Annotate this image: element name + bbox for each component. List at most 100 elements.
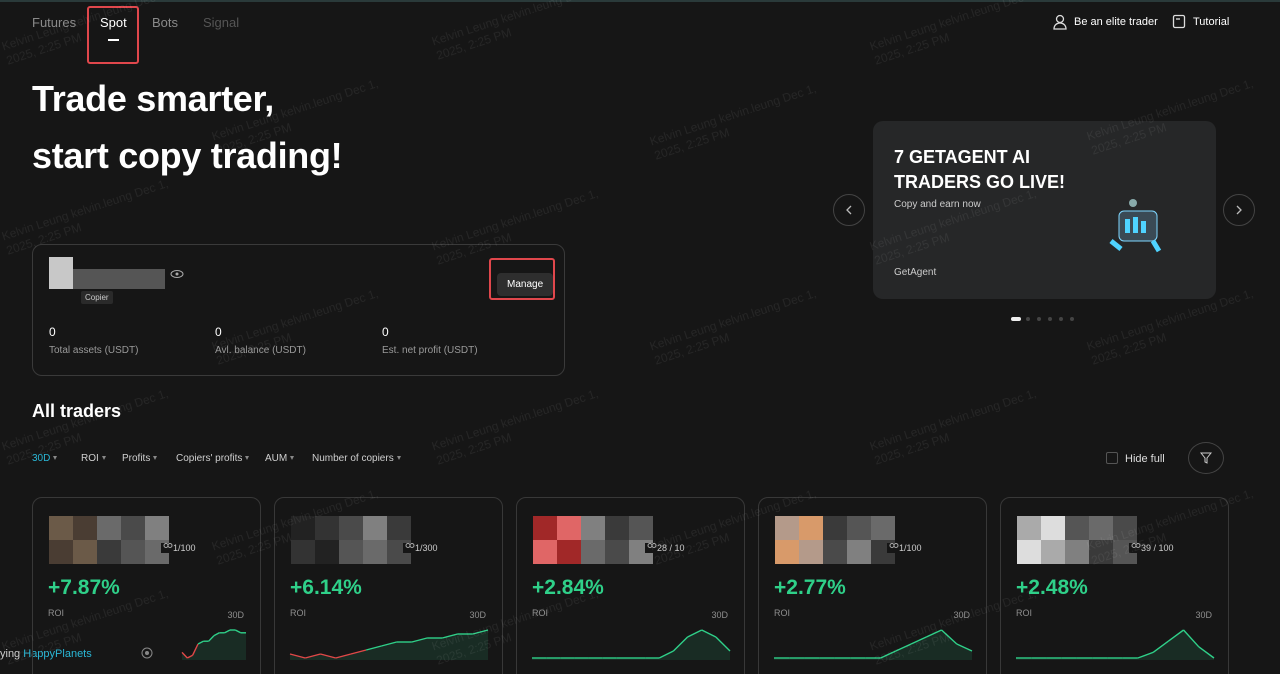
roi-value: +2.48%	[1016, 576, 1088, 599]
sparkline-segment	[715, 636, 731, 652]
eye-icon[interactable]	[170, 269, 184, 279]
sparkline-segment	[213, 632, 220, 637]
elite-link[interactable]: Be an elite trader	[1074, 16, 1158, 28]
masked-avatar	[1065, 516, 1089, 540]
masked-avatar	[97, 540, 121, 564]
masked-avatar	[49, 516, 73, 540]
sparkline-segment	[941, 629, 958, 645]
robot-illustration	[1109, 199, 1162, 253]
next-button[interactable]	[1223, 194, 1255, 226]
sparkline-segment	[305, 653, 321, 659]
chart-period: 30D	[469, 610, 486, 620]
watermark: Kelvin Leung kelvin.leung Dec 1,2025, 2:…	[648, 81, 823, 163]
manage-button[interactable]: Manage	[497, 273, 554, 296]
sort-option[interactable]: Profits	[122, 453, 157, 464]
nav-tab[interactable]: Futures	[32, 15, 77, 30]
checkbox[interactable]	[1106, 452, 1118, 464]
sparkline-area	[290, 630, 488, 660]
masked-avatar	[97, 516, 121, 540]
masked-avatar	[799, 540, 823, 564]
masked-avatar	[1041, 540, 1065, 564]
sparkline-segment	[1167, 629, 1184, 642]
watermark-line: Kelvin Leung kelvin.leung Dec 1,	[868, 386, 1038, 454]
masked-avatar	[387, 516, 411, 540]
stat-value: 0	[49, 325, 56, 339]
roi-label: ROI	[532, 608, 549, 618]
trader-card[interactable]: 1/100 +2.77% ROI 30D	[758, 497, 987, 674]
sparkline-segment	[1198, 646, 1215, 659]
roi-label: ROI	[774, 608, 791, 618]
roi-label: ROI	[48, 608, 65, 618]
masked-avatar	[339, 516, 363, 540]
sparkline-segment	[672, 636, 689, 652]
sparkline-segment	[335, 653, 352, 659]
sparkline-segment	[350, 649, 367, 655]
sort-option[interactable]: AUM	[265, 453, 294, 464]
sparkline-segment	[956, 643, 973, 652]
masked-avatar	[363, 516, 387, 540]
copier-count: 1/100	[887, 543, 924, 553]
tab-indicator	[108, 39, 119, 41]
watermark: Kelvin Leung kelvin.leung Dec 1,2025, 2:…	[868, 0, 1043, 69]
copying-name[interactable]: HappyPlanets	[23, 648, 92, 660]
hide-full-label[interactable]: Hide full	[1125, 453, 1165, 465]
watermark-line: 2025, 2:25 PM	[1089, 330, 1169, 368]
watermark-line: 2025, 2:25 PM	[652, 330, 732, 368]
roi-label: ROI	[290, 608, 307, 618]
copier-value: 39 / 100	[1141, 543, 1174, 553]
masked-avatar	[363, 540, 387, 564]
nav-tab[interactable]: Spot	[100, 15, 127, 30]
masked-avatar	[49, 540, 73, 564]
nav-tab[interactable]: Bots	[152, 15, 179, 30]
sparkline-segment	[235, 629, 241, 634]
avatar	[49, 257, 73, 289]
copier-icon	[1131, 543, 1141, 548]
sparkline-segment	[187, 654, 193, 659]
watermark-line: Kelvin Leung kelvin.leung Dec 1,	[648, 286, 818, 354]
masked-avatar	[315, 516, 339, 540]
sparkline-segment	[1152, 640, 1169, 653]
masked-avatar	[291, 540, 315, 564]
stat-label: Est. net profit (USDT)	[382, 345, 478, 356]
trader-card[interactable]: 28 / 10 +2.84% ROI 30D	[516, 497, 745, 674]
masked-avatar	[1113, 516, 1137, 540]
prev-button[interactable]	[833, 194, 865, 226]
sparkline-segment	[687, 629, 703, 638]
copier-value: 1/100	[173, 543, 196, 553]
copier-value: 28 / 10	[657, 543, 685, 553]
masked-avatar	[871, 516, 895, 540]
roi-value: +2.77%	[774, 576, 846, 599]
watermark-line: Kelvin Leung kelvin.leung Dec 1,	[0, 0, 170, 54]
trader-card[interactable]: 1/100 +7.87% ROI 30D	[32, 497, 261, 674]
filter-button[interactable]	[1188, 442, 1224, 474]
copier-badge: Copier	[81, 291, 113, 304]
roi-value: +2.84%	[532, 576, 604, 599]
trader-card[interactable]: 1/300 +6.14% ROI 30D	[274, 497, 503, 674]
promo-banner[interactable]: 7 GETAGENT AI TRADERS GO LIVE! Copy and e…	[873, 121, 1216, 299]
masked-avatar	[823, 540, 847, 564]
sort-option[interactable]: ROI	[81, 453, 106, 464]
masked-avatar	[847, 540, 871, 564]
sparkline	[181, 629, 246, 660]
tutorial-link[interactable]: Tutorial	[1193, 16, 1230, 28]
stop-icon[interactable]	[141, 647, 153, 659]
sparkline-segment	[472, 629, 489, 635]
masked-avatar	[533, 540, 557, 564]
sparkline	[774, 629, 973, 660]
copier-icon	[163, 543, 173, 548]
sort-option[interactable]: Number of copiers	[312, 453, 401, 464]
trader-card[interactable]: 39 / 100 +2.48% ROI 30D	[1000, 497, 1229, 674]
watermark-line: Kelvin Leung kelvin.leung Dec 1,	[430, 386, 600, 454]
hero-title: Trade smarter,	[32, 78, 274, 119]
masked-avatar	[1017, 516, 1041, 540]
masked-avatar	[581, 516, 605, 540]
sparkline-segment	[895, 643, 912, 652]
period-select[interactable]: 30D	[32, 453, 57, 464]
nav-tab[interactable]: Signal	[203, 15, 240, 30]
masked-avatar	[145, 516, 169, 540]
sparkline-segment	[224, 629, 231, 634]
stat-label: Total assets (USDT)	[49, 345, 139, 356]
masked-avatar	[121, 516, 145, 540]
sort-option[interactable]: Copiers' profits	[176, 453, 249, 464]
sparkline-segment	[181, 651, 188, 659]
